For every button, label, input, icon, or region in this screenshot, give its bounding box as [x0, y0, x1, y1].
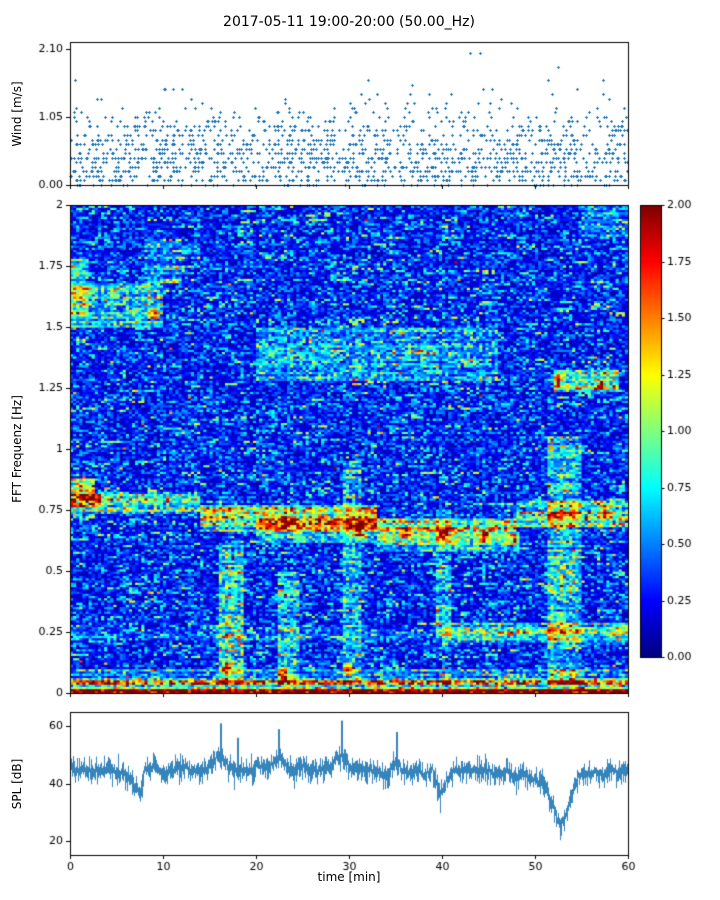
time-x-axis-label: time [min]: [317, 870, 381, 884]
spl-y-axis-label: SPL [dB]: [10, 758, 24, 810]
fft-y-axis-label: FFT Frequenz [Hz]: [10, 395, 24, 503]
wind-y-axis-label: Wind [m/s]: [10, 81, 24, 147]
chart-title: 2017-05-11 19:00-20:00 (50.00_Hz): [223, 14, 475, 30]
